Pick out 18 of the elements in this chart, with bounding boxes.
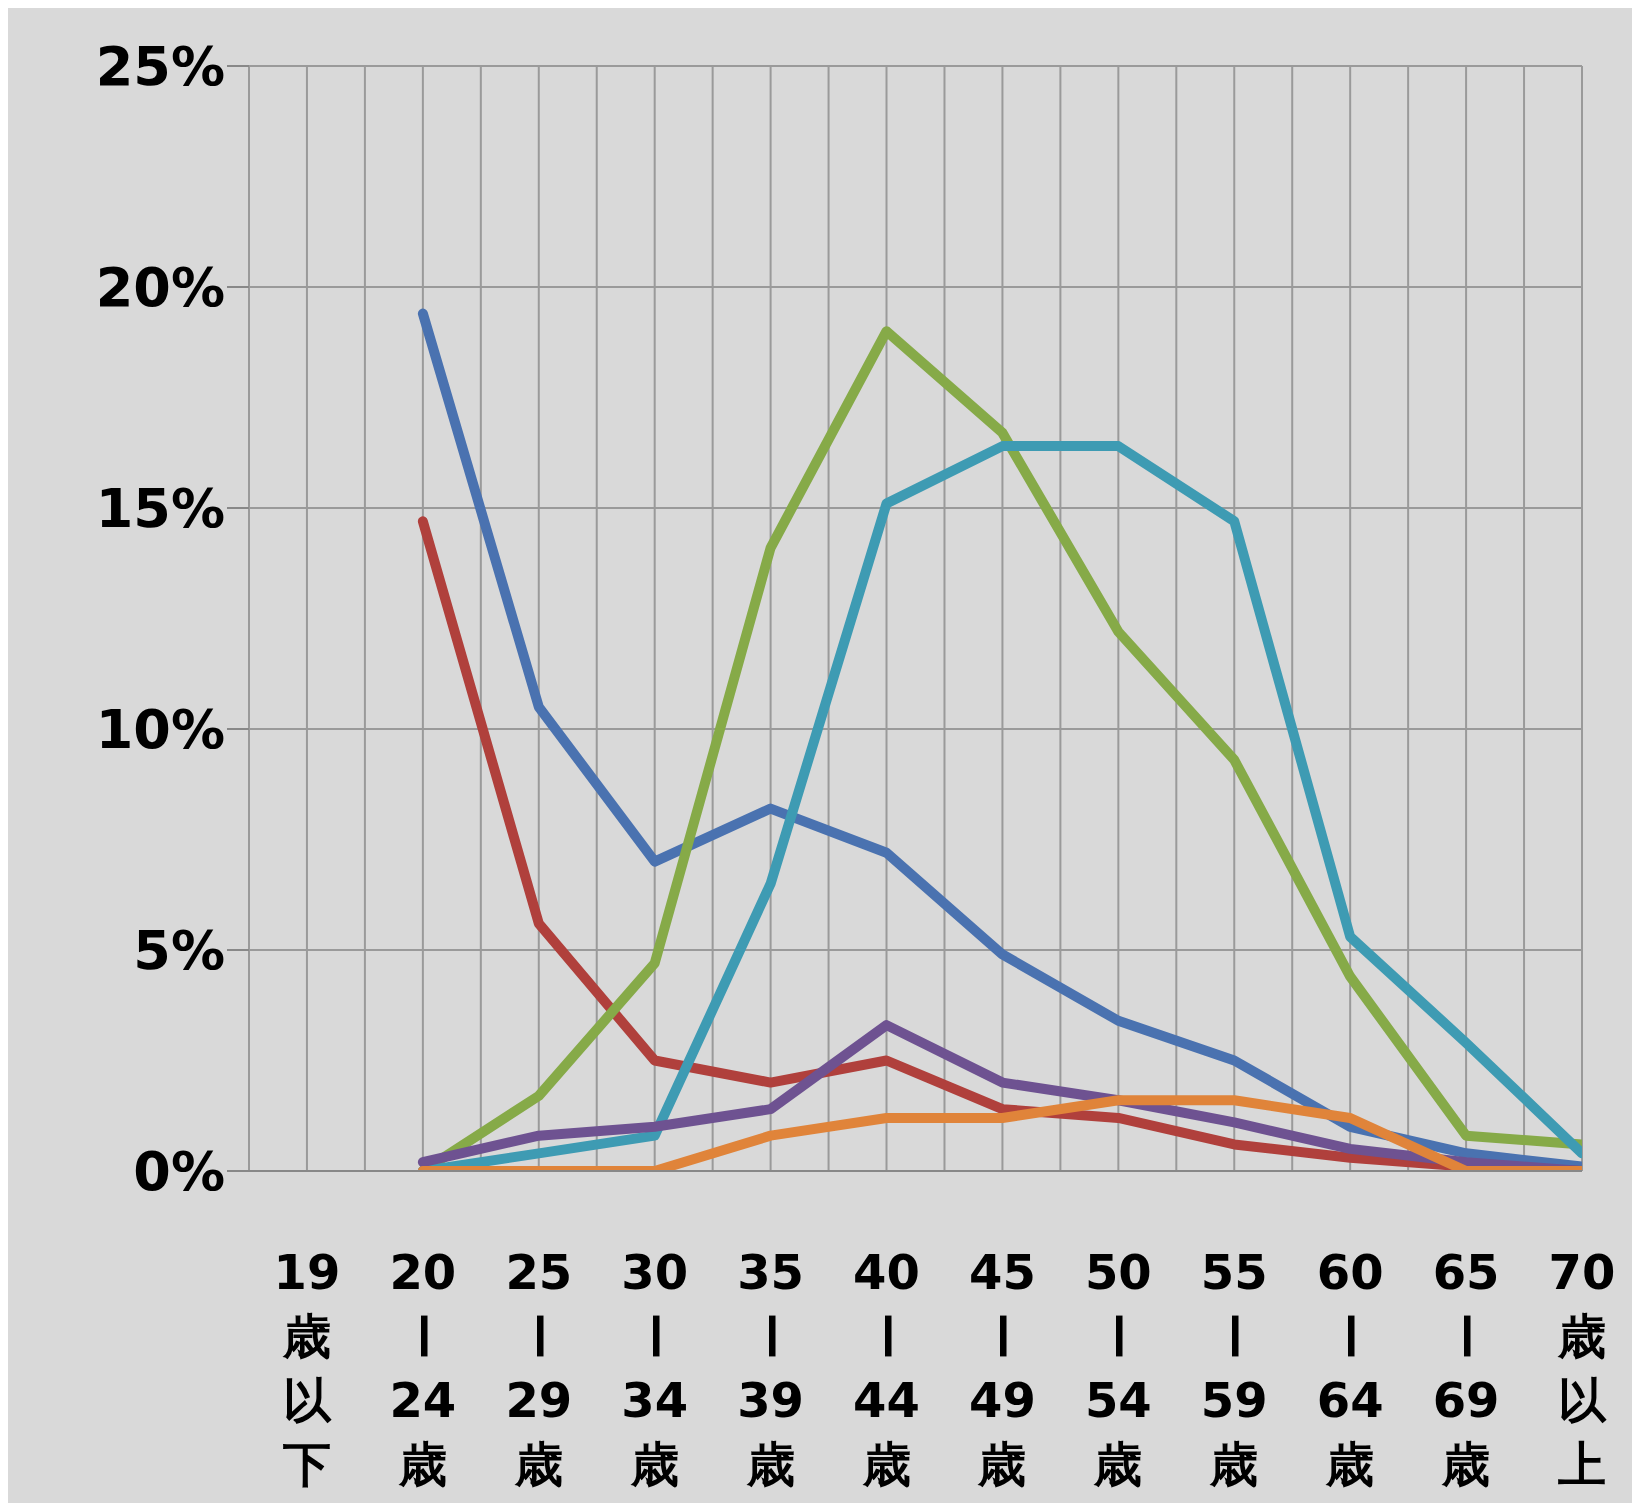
x-tick-label: 65ー69歳 bbox=[1432, 1244, 1500, 1492]
x-tick-label: 19歳以下 bbox=[273, 1244, 341, 1492]
x-tick-label: 25ー29歳 bbox=[505, 1244, 573, 1492]
x-tick-label: 45ー49歳 bbox=[969, 1244, 1036, 1492]
x-tick-label: 35ー39歳 bbox=[737, 1244, 805, 1492]
x-tick-label: 55ー59歳 bbox=[1200, 1244, 1268, 1492]
x-tick-label: 30ー34歳 bbox=[621, 1244, 689, 1492]
y-tick-label: 15% bbox=[95, 477, 225, 541]
y-tick-label: 25% bbox=[95, 35, 225, 99]
x-tick-label: 70歳以上 bbox=[1548, 1244, 1616, 1492]
y-tick-label: 20% bbox=[95, 256, 225, 320]
y-tick-label: 10% bbox=[95, 698, 225, 762]
x-tick-label: 20ー24歳 bbox=[389, 1244, 457, 1492]
x-tick-label: 40ー44歳 bbox=[853, 1244, 920, 1492]
y-tick-label: 5% bbox=[133, 919, 225, 983]
x-tick-label: 50ー54歳 bbox=[1084, 1244, 1152, 1492]
x-tick-label: 60ー64歳 bbox=[1316, 1244, 1384, 1492]
y-tick-label: 0% bbox=[133, 1140, 225, 1204]
